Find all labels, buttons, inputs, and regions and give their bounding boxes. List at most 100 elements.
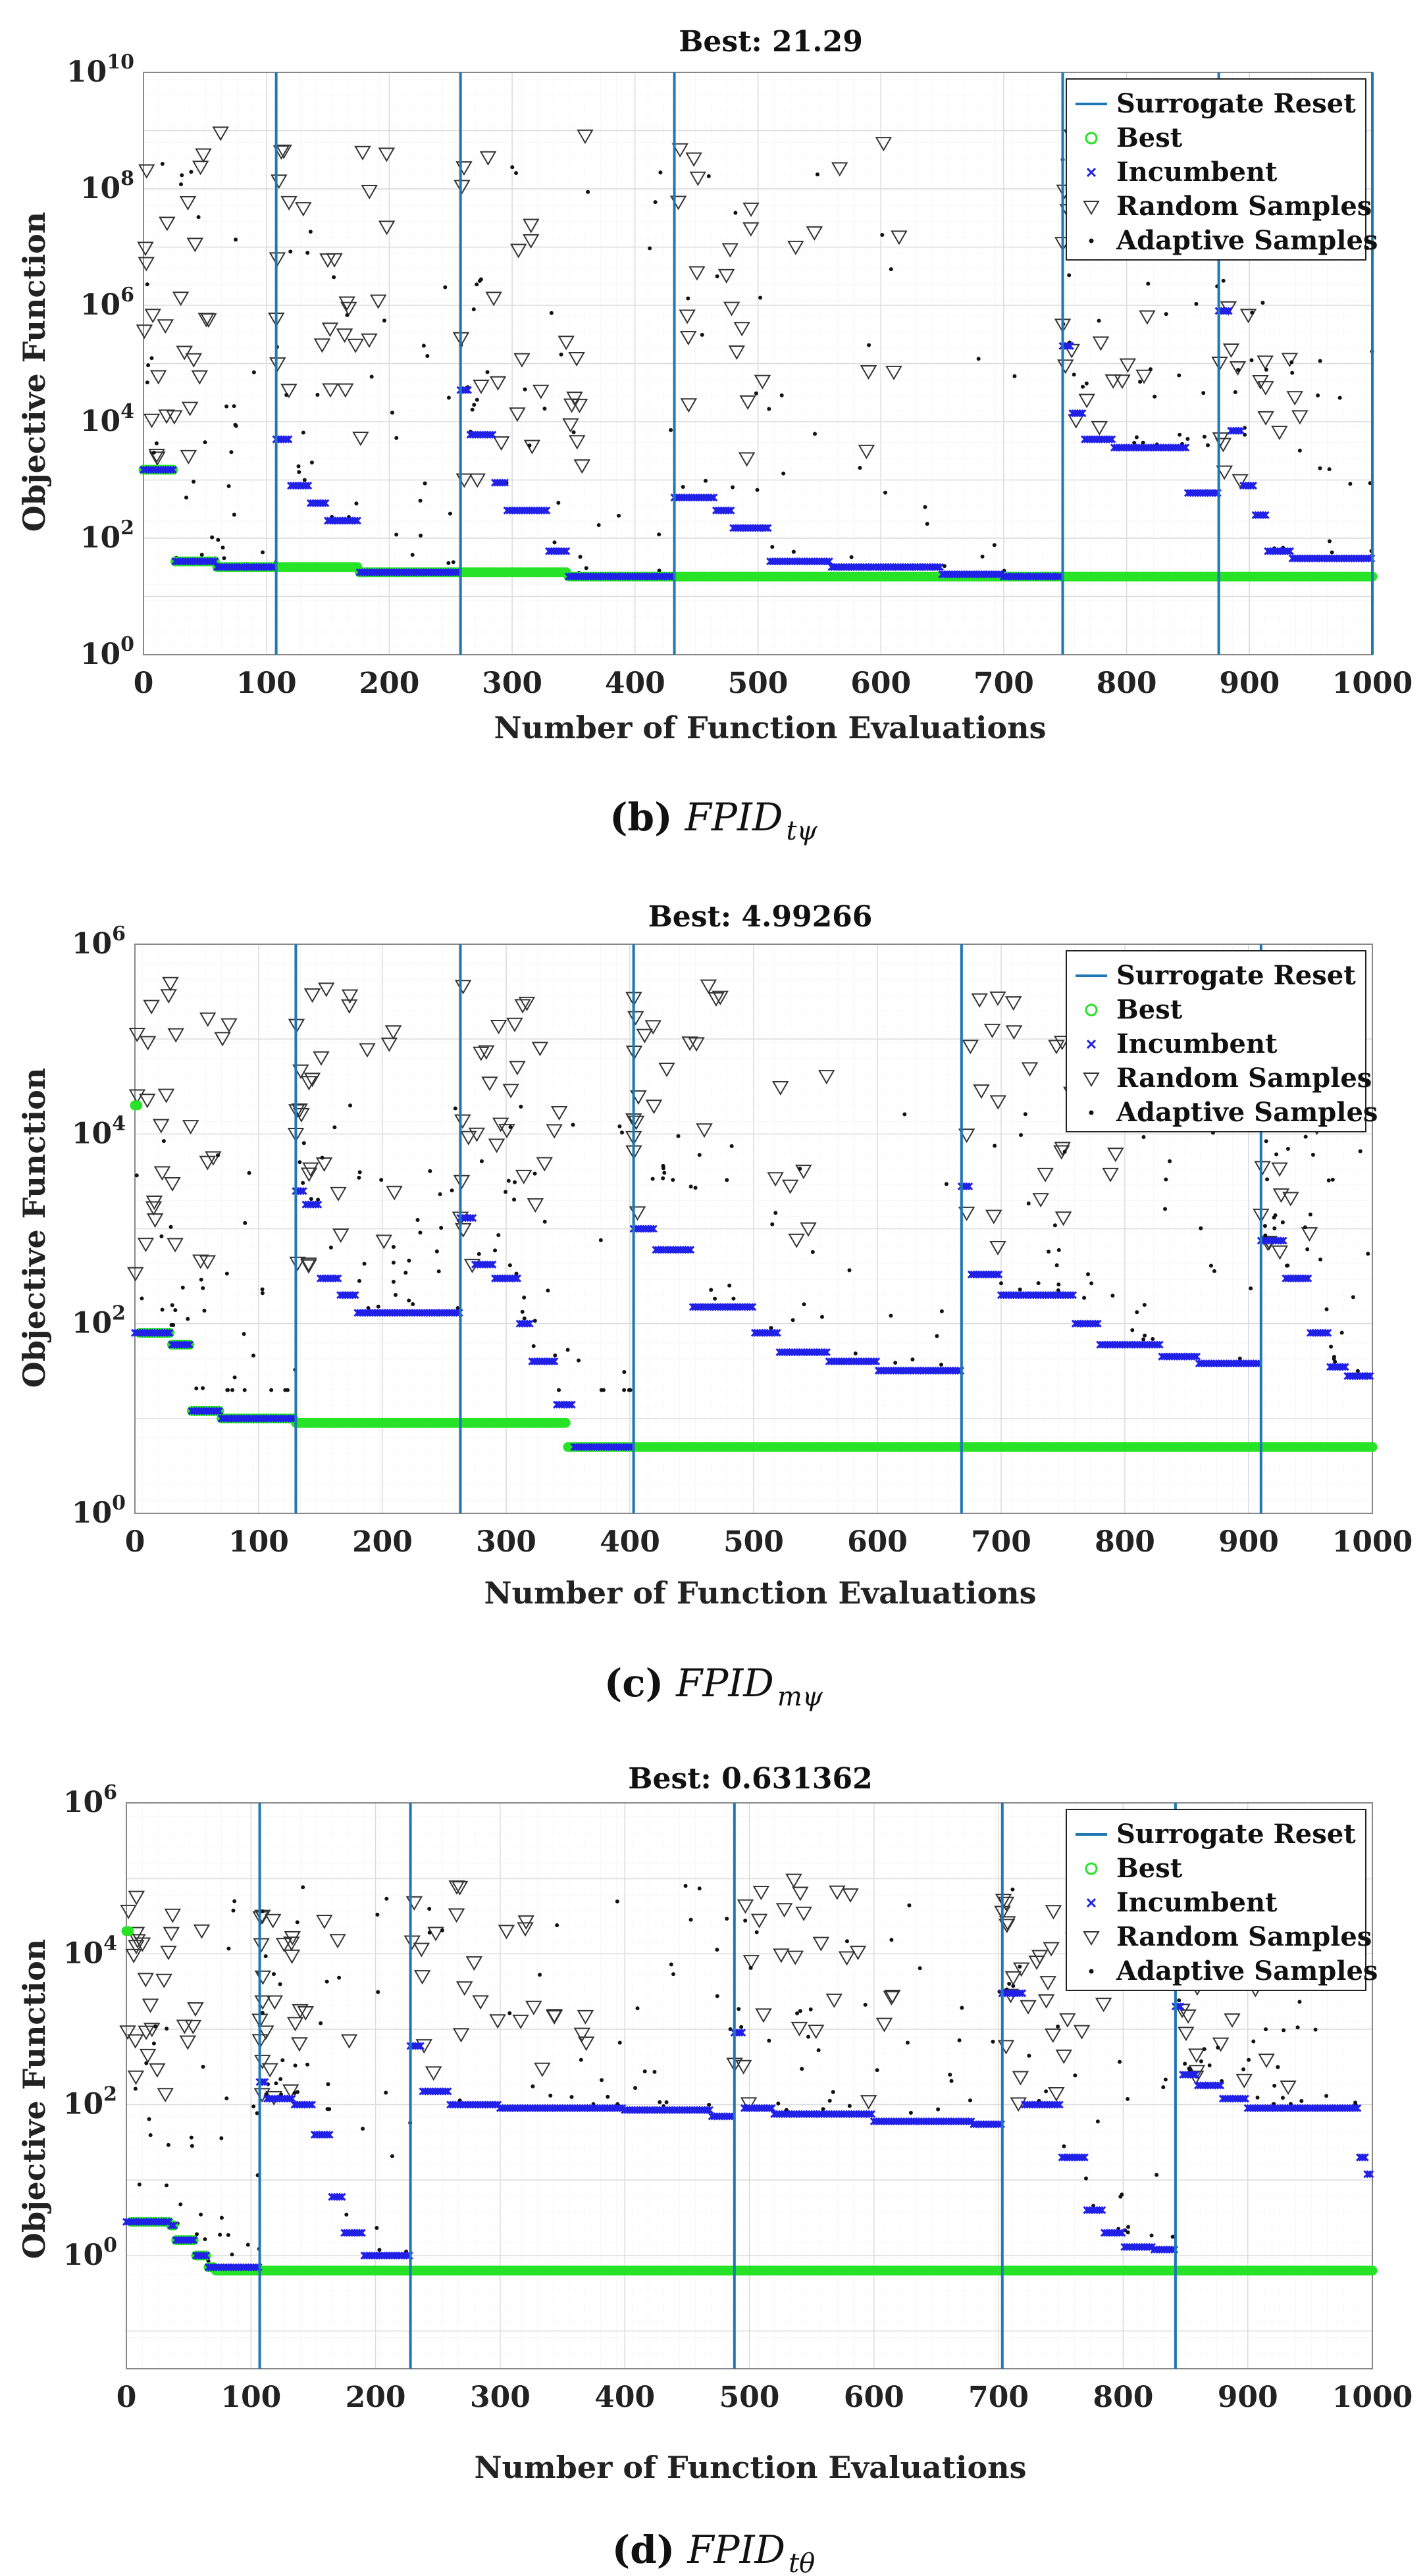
adaptive-sample-marker [320, 1155, 324, 1160]
random-sample-marker [885, 365, 902, 380]
random-sample-marker [186, 238, 204, 253]
adaptive-sample-marker [579, 2058, 583, 2062]
random-sample-marker [1032, 1193, 1049, 1208]
adaptive-sample-marker [1264, 2027, 1268, 2032]
incumbent-marker [167, 465, 175, 474]
random-sample-marker [153, 1119, 170, 1134]
random-sample-marker [153, 1166, 171, 1181]
adaptive-sample-marker [357, 1175, 361, 1180]
random-sample-marker [531, 1042, 549, 1057]
random-sample-marker [300, 1076, 318, 1091]
random-sample-marker [489, 376, 507, 391]
random-sample-marker [303, 988, 321, 1003]
random-sample-marker [627, 1011, 644, 1026]
x-tick-label: 100 [228, 1525, 289, 1559]
adaptive-sample-marker [1236, 368, 1241, 372]
random-sample-marker [300, 1257, 317, 1273]
adaptive-sample-marker [1142, 1303, 1147, 1307]
adaptive-sample-marker [617, 1124, 622, 1128]
random-sample-marker [181, 401, 199, 417]
adaptive-sample-marker [362, 1261, 367, 1266]
adaptive-sample-marker [325, 2107, 330, 2111]
random-sample-marker [739, 395, 756, 410]
y-tick-label: 104 [63, 1932, 117, 1970]
best-marker [560, 1417, 571, 1428]
legend-label: Incumbent [1116, 1887, 1278, 1918]
svg-text:(d) FPID tθ: (d) FPID tθ [612, 2527, 815, 2576]
adaptive-sample-marker [522, 1295, 527, 1300]
random-sample-marker [645, 1099, 663, 1115]
incumbent-marker [1105, 435, 1114, 443]
incumbent-series [139, 307, 1376, 581]
x-axis-label: Number of Function Evaluations [494, 710, 1046, 745]
adaptive-sample-marker [669, 1962, 673, 1967]
random-sample-marker [680, 398, 698, 413]
adaptive-sample-marker [1141, 440, 1145, 445]
adaptive-sample-marker [1170, 2235, 1175, 2239]
adaptive-sample-marker [664, 2100, 669, 2104]
random-sample-marker [1114, 374, 1131, 390]
adaptive-sample-marker [192, 479, 196, 484]
random-sample-marker [754, 374, 771, 390]
adaptive-sample-marker [160, 162, 165, 166]
incumbent-marker [542, 506, 551, 515]
random-sample-marker [1135, 369, 1153, 384]
adaptive-sample-marker [1272, 1226, 1277, 1230]
random-sample-marker [380, 1037, 398, 1052]
adaptive-sample-marker [847, 2104, 852, 2108]
random-sample-marker [1272, 1188, 1290, 1203]
random-sample-marker [137, 1238, 155, 1253]
adaptive-sample-marker [216, 538, 221, 542]
adaptive-sample-marker [357, 1170, 362, 1174]
adaptive-sample-marker [523, 387, 527, 391]
random-sample-marker [644, 1020, 662, 1035]
adaptive-sample-marker [827, 2098, 832, 2103]
adaptive-sample-marker [361, 2127, 365, 2131]
adaptive-sample-marker [180, 1285, 185, 1290]
adaptive-sample-marker [242, 1388, 247, 1392]
adaptive-sample-marker [440, 1928, 444, 1932]
random-sample-marker [971, 993, 988, 1008]
adaptive-sample-marker [165, 2027, 169, 2031]
adaptive-sample-marker [531, 1344, 536, 1348]
adaptive-sample-marker [569, 2094, 574, 2099]
random-sample-marker [787, 240, 804, 255]
adaptive-sample-marker [1084, 381, 1089, 386]
x-tick-label: 1000 [1332, 2381, 1413, 2414]
random-sample-marker [772, 1081, 789, 1096]
adaptive-sample-marker [658, 170, 663, 175]
x-tick-label: 900 [1219, 667, 1280, 700]
adaptive-sample-marker [1168, 1159, 1172, 1163]
adaptive-sample-marker [232, 1899, 237, 1904]
adaptive-sample-marker [229, 450, 234, 455]
adaptive-sample-marker [1249, 1286, 1253, 1291]
incumbent-marker [1237, 426, 1245, 435]
adaptive-sample-marker [391, 1280, 396, 1284]
adaptive-sample-marker [942, 564, 947, 568]
random-sample-marker [280, 384, 298, 399]
random-sample-marker [197, 313, 215, 328]
adaptive-sample-marker [301, 1885, 305, 1890]
adaptive-sample-marker [169, 1225, 173, 1229]
adaptive-sample-marker [173, 1308, 178, 1313]
adaptive-sample-marker [493, 1248, 498, 1253]
adaptive-sample-marker [815, 172, 819, 177]
random-sample-marker [689, 171, 707, 186]
random-sample-marker [158, 409, 175, 424]
adaptive-sample-marker [146, 363, 151, 368]
adaptive-sample-marker [1202, 2047, 1206, 2052]
adaptive-sample-marker [1118, 2059, 1122, 2064]
adaptive-sample-marker [671, 1972, 675, 1977]
adaptive-sample-marker [867, 343, 871, 347]
adaptive-sample-marker [475, 282, 479, 287]
adaptive-sample-marker [1010, 1887, 1015, 1892]
adaptive-sample-marker [189, 2135, 194, 2140]
adaptive-sample-marker [1083, 2176, 1088, 2181]
random-sample-marker [221, 1018, 238, 1033]
random-sample-marker [179, 195, 197, 211]
random-sample-marker [860, 365, 877, 380]
incumbent-marker [461, 386, 470, 394]
adaptive-sample-marker [232, 404, 236, 409]
random-sample-marker [728, 345, 746, 360]
